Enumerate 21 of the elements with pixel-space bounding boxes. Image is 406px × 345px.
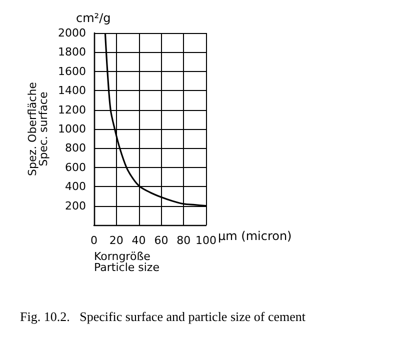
y-tick-label: 1600 — [58, 64, 86, 78]
y-tick-label: 1800 — [58, 46, 86, 59]
y-tick-label: 800 — [65, 142, 86, 155]
y-tick-label: 1000 — [58, 122, 86, 136]
y-axis-title: Spez. Oberfläche Spec. surface — [26, 82, 50, 176]
x-axis-title: Korngröße Particle size — [94, 250, 160, 274]
y-tick-label: 2000 — [58, 26, 86, 40]
y-tick-label: 200 — [65, 199, 86, 212]
x-tick-label: 80 — [176, 234, 191, 247]
y-tick-label: 1200 — [58, 103, 86, 116]
text: cm²/g — [76, 11, 111, 25]
text: µm (micron) — [218, 229, 292, 243]
y-tick-label: 400 — [65, 180, 86, 194]
x-tick-label: 20 — [109, 234, 124, 247]
y-tick-label: 1400 — [58, 84, 86, 98]
x-tick-label: 0 — [90, 234, 98, 247]
x-tick-label: 60 — [154, 234, 168, 247]
text: Fig. 10.2. Specific surface and particle size of cement — [20, 309, 306, 324]
x-tick-label: 100 — [196, 234, 216, 247]
y-tick-label: 600 — [65, 160, 86, 174]
x-tick-label: 40 — [132, 234, 146, 247]
